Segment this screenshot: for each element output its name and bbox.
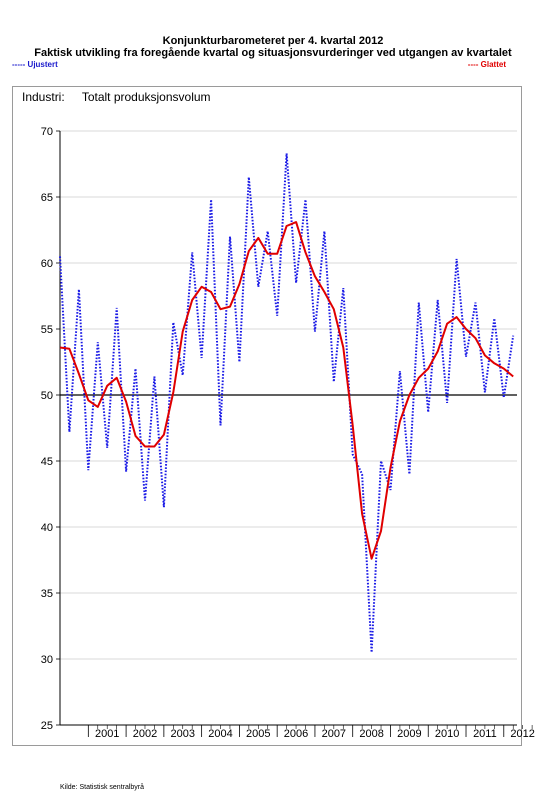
y-tick-label: 40 <box>41 522 53 534</box>
y-tick-label: 45 <box>41 456 53 468</box>
legend-unadjusted: ----- Ujustert <box>12 60 58 69</box>
panel-label: Industri: <box>22 90 65 104</box>
x-tick-label: 2001 <box>95 728 119 740</box>
series-line-ujustert <box>59 153 515 653</box>
x-tick-label: 2003 <box>171 728 195 740</box>
x-tick-label: 2009 <box>397 728 421 740</box>
x-tick-label: 2004 <box>208 728 232 740</box>
x-tick-label: 2011 <box>473 728 497 740</box>
legend-smoothed: ---- Glattet <box>467 60 506 69</box>
y-tick-label: 50 <box>41 390 53 402</box>
x-tick-label: 2012 <box>510 728 534 740</box>
y-tick-label: 35 <box>41 588 53 600</box>
y-tick-label: 55 <box>41 324 53 336</box>
source-note: Kilde: Statistisk sentralbyrå <box>60 784 145 791</box>
series-line-glattet <box>59 221 514 560</box>
panel-series-title: Totalt produksjonsvolum <box>81 90 211 104</box>
panel-title: Industri: Totalt produksjonsvolum <box>22 90 225 104</box>
y-tick-label: 65 <box>41 192 53 204</box>
chart-subtitle: Faktisk utvikling fra foregående kvartal… <box>34 47 512 59</box>
x-tick-label: 2002 <box>133 728 157 740</box>
y-tick-label: 25 <box>41 720 53 732</box>
x-tick-label: 2006 <box>284 728 308 740</box>
chart-title: Konjunkturbarometeret per 4. kvartal 201… <box>162 35 384 47</box>
chart-frame <box>12 86 522 746</box>
x-tick-label: 2010 <box>435 728 459 740</box>
y-tick-label: 60 <box>41 258 53 270</box>
x-tick-label: 2005 <box>246 728 270 740</box>
x-tick-label: 2007 <box>322 728 346 740</box>
y-tick-label: 30 <box>41 654 53 666</box>
y-tick-label: 70 <box>41 126 53 138</box>
x-tick-label: 2008 <box>359 728 383 740</box>
